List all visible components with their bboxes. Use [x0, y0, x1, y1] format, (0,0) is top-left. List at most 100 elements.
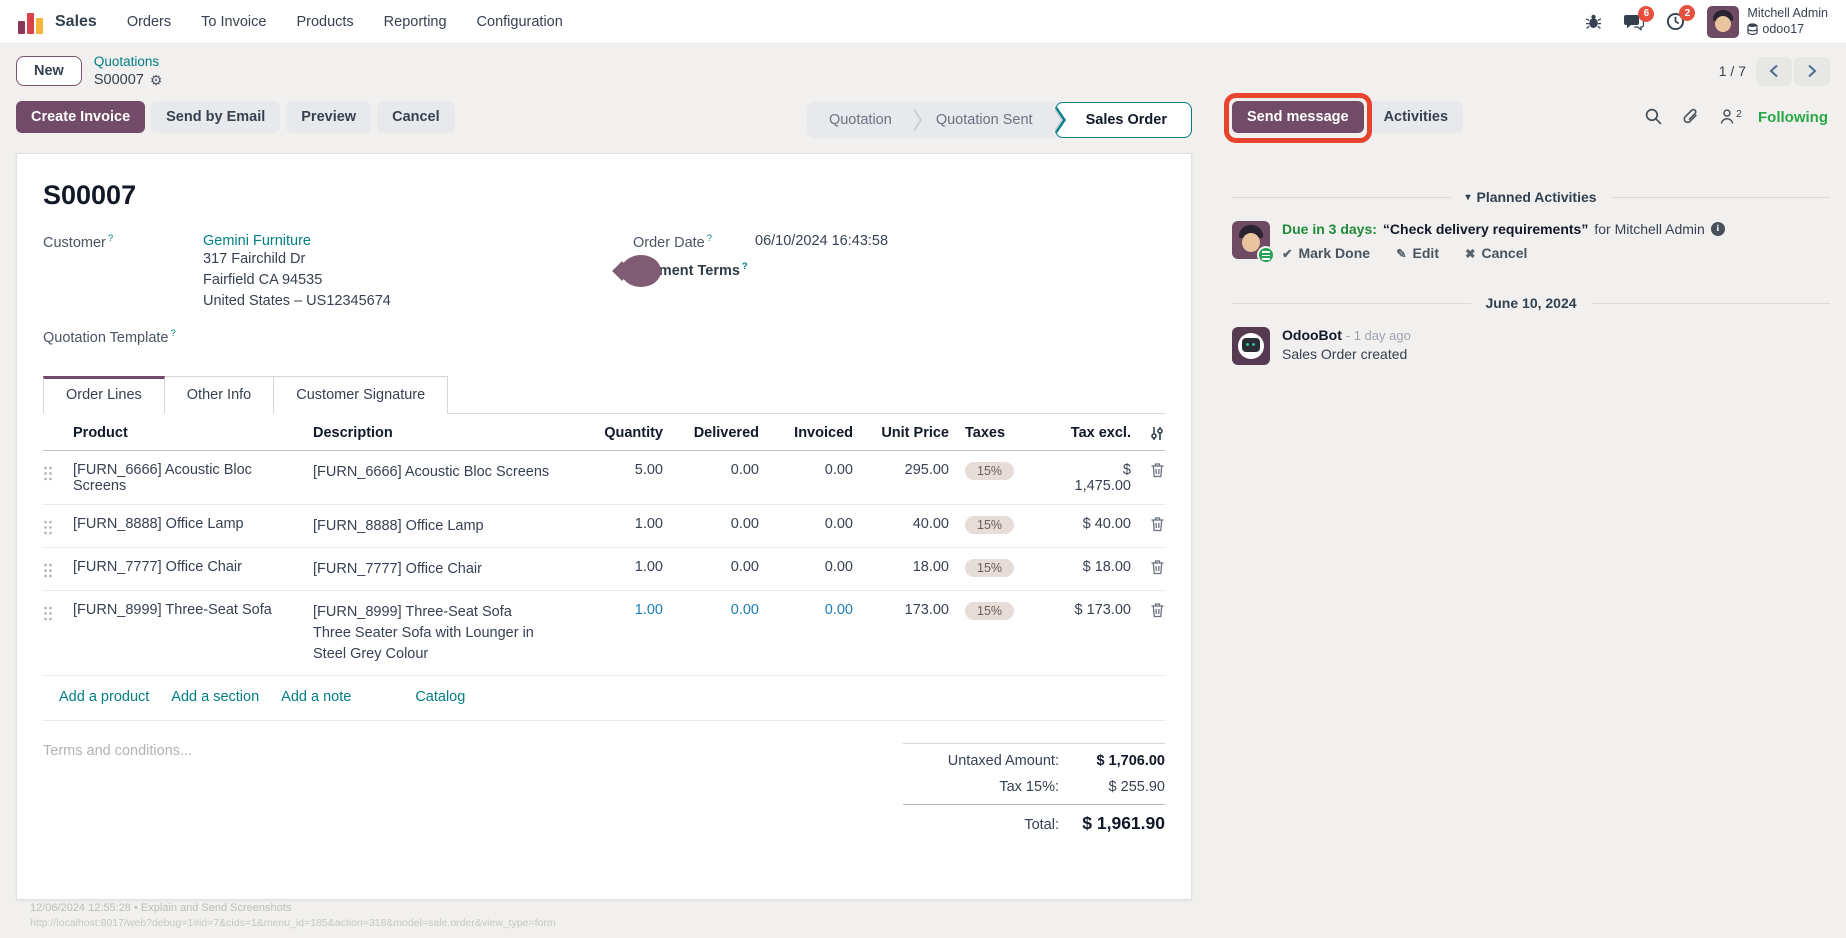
gear-icon[interactable]: ⚙: [149, 71, 163, 88]
status-step-quotation-sent[interactable]: Quotation Sent: [914, 102, 1055, 138]
delivered-cell[interactable]: 0.00: [730, 602, 759, 619]
nav-item-to-invoice[interactable]: To Invoice: [201, 13, 267, 30]
quantity-cell[interactable]: 1.00: [634, 602, 663, 619]
description-cell[interactable]: [FURN_7777] Office Chair: [313, 559, 571, 580]
product-cell[interactable]: [FURN_7777] Office Chair: [73, 559, 242, 576]
create-invoice-button[interactable]: Create Invoice: [16, 101, 146, 134]
link-add-a-section[interactable]: Add a section: [171, 689, 260, 706]
customer-link[interactable]: Gemini Furniture: [203, 233, 311, 250]
nav-item-orders[interactable]: Orders: [126, 13, 172, 30]
order-line-row[interactable]: [FURN_8999] Three-Seat Sofa [FURN_8999] T…: [43, 591, 1165, 677]
invoiced-cell[interactable]: 0.00: [824, 602, 853, 619]
subtotal-cell: $ 1,475.00: [1074, 462, 1131, 495]
delivered-cell[interactable]: 0.00: [730, 516, 759, 533]
taxes-cell[interactable]: 15%: [949, 602, 1067, 621]
following-button[interactable]: Following: [1758, 109, 1828, 127]
description-cell[interactable]: [FURN_8888] Office Lamp: [313, 516, 571, 537]
column-header-product: Product: [73, 425, 128, 442]
attachment-paperclip-icon[interactable]: [1682, 108, 1699, 125]
order-line-row[interactable]: [FURN_7777] Office Chair [FURN_7777] Offi…: [43, 548, 1165, 592]
preview-button[interactable]: Preview: [286, 101, 372, 134]
product-cell[interactable]: [FURN_8888] Office Lamp: [73, 516, 244, 533]
subtotal-cell: $ 173.00: [1074, 602, 1131, 619]
nav-item-products[interactable]: Products: [296, 13, 354, 30]
delete-row-button[interactable]: [1131, 462, 1165, 478]
status-step-sales-order[interactable]: Sales Order: [1054, 102, 1192, 139]
mark-done-button[interactable]: ✔ Mark Done: [1282, 245, 1371, 262]
order-lines-body: [FURN_6666] Acoustic Bloc Screens [FURN_6…: [43, 451, 1165, 677]
unit-price-cell[interactable]: 173.00: [904, 602, 949, 619]
taxes-cell[interactable]: 15%: [949, 462, 1067, 481]
planned-activities-header[interactable]: ▾ Planned Activities: [1232, 189, 1830, 205]
send-by-email-button[interactable]: Send by Email: [151, 101, 281, 134]
invoiced-cell[interactable]: 0.00: [824, 559, 853, 576]
cancel-button[interactable]: Cancel: [377, 101, 455, 134]
activity-due: Due in 3 days:: [1282, 221, 1377, 238]
terms-and-conditions-field[interactable]: Terms and conditions...: [43, 743, 193, 760]
message-author[interactable]: OdooBot: [1282, 327, 1342, 344]
link-add-a-product[interactable]: Add a product: [59, 689, 150, 706]
link-add-a-note[interactable]: Add a note: [281, 689, 352, 706]
product-cell[interactable]: [FURN_6666] Acoustic Bloc Screens: [73, 462, 252, 495]
order-line-row[interactable]: [FURN_6666] Acoustic Bloc Screens [FURN_6…: [43, 451, 1165, 506]
app-name[interactable]: Sales: [55, 12, 97, 30]
cancel-activity-button[interactable]: ✖ Cancel: [1465, 245, 1528, 262]
activities-button[interactable]: Activities: [1368, 101, 1464, 134]
product-cell[interactable]: [FURN_8999] Three-Seat Sofa: [73, 602, 272, 619]
edit-activity-button[interactable]: ✎ Edit: [1396, 245, 1439, 262]
info-icon[interactable]: i: [1710, 222, 1725, 237]
pager-previous-button[interactable]: [1756, 56, 1792, 86]
app-logo-icon[interactable]: [18, 10, 43, 34]
nav-item-reporting[interactable]: Reporting: [383, 13, 447, 30]
invoiced-cell[interactable]: 0.00: [824, 462, 853, 479]
breadcrumb-parent-link[interactable]: Quotations: [93, 54, 160, 69]
link-catalog[interactable]: Catalog: [415, 689, 466, 706]
description-cell[interactable]: [FURN_6666] Acoustic Bloc Screens: [313, 462, 571, 483]
quantity-cell[interactable]: 1.00: [634, 559, 663, 576]
delete-row-button[interactable]: [1131, 559, 1165, 575]
messages-icon[interactable]: 6: [1624, 5, 1655, 31]
search-icon[interactable]: [1645, 108, 1662, 125]
quantity-cell[interactable]: 1.00: [634, 516, 663, 533]
taxes-cell[interactable]: 15%: [949, 516, 1067, 535]
description-cell[interactable]: [FURN_8999] Three-Seat Sofa Three Seater …: [313, 602, 571, 665]
description-line: [FURN_8999] Three-Seat Sofa: [313, 604, 512, 621]
unit-price-cell[interactable]: 40.00: [912, 516, 949, 533]
check-icon: ✔: [1282, 246, 1293, 261]
column-header-quantity: Quantity: [604, 425, 663, 442]
delivered-cell[interactable]: 0.00: [730, 559, 759, 576]
address-line: 317 Fairchild Dr: [203, 251, 306, 268]
unit-price-cell[interactable]: 18.00: [912, 559, 949, 576]
tab-customer-signature[interactable]: Customer Signature: [274, 376, 449, 415]
row-drag-handle[interactable]: [43, 516, 73, 536]
nav-item-configuration[interactable]: Configuration: [476, 13, 563, 30]
row-drag-handle[interactable]: [43, 602, 73, 622]
pager-next-button[interactable]: [1794, 56, 1830, 86]
followers-button[interactable]: 2: [1719, 108, 1742, 125]
delete-row-button[interactable]: [1131, 602, 1165, 618]
unit-price-cell[interactable]: 295.00: [904, 462, 949, 479]
database-icon: [1747, 23, 1759, 36]
optional-columns-button[interactable]: [1131, 426, 1165, 441]
debug-bug-icon[interactable]: [1585, 13, 1602, 30]
tax-value: $ 255.90: [1108, 779, 1165, 796]
new-button[interactable]: New: [16, 56, 82, 87]
tab-other-info[interactable]: Other Info: [164, 376, 275, 415]
breadcrumb: Quotations S00007 ⚙: [94, 53, 163, 89]
user-menu[interactable]: Mitchell Admin odoo17: [1707, 5, 1828, 38]
x-icon: ✖: [1465, 246, 1476, 261]
row-drag-handle[interactable]: [43, 559, 73, 579]
taxes-cell[interactable]: 15%: [949, 559, 1067, 578]
delivered-cell[interactable]: 0.00: [730, 462, 759, 479]
delete-row-button[interactable]: [1131, 516, 1165, 532]
order-date-field[interactable]: 06/10/2024 16:43:58: [755, 233, 889, 250]
invoiced-cell[interactable]: 0.00: [824, 516, 853, 533]
row-drag-handle[interactable]: [43, 462, 73, 482]
page-title: S00007: [43, 180, 137, 211]
tab-order-lines[interactable]: Order Lines: [43, 376, 165, 415]
quantity-cell[interactable]: 5.00: [634, 462, 663, 479]
order-line-row[interactable]: [FURN_8888] Office Lamp [FURN_8888] Offic…: [43, 505, 1165, 549]
activities-clock-icon[interactable]: 2: [1666, 5, 1696, 31]
status-step-quotation[interactable]: Quotation: [807, 102, 914, 138]
send-message-button[interactable]: Send message: [1232, 101, 1364, 134]
